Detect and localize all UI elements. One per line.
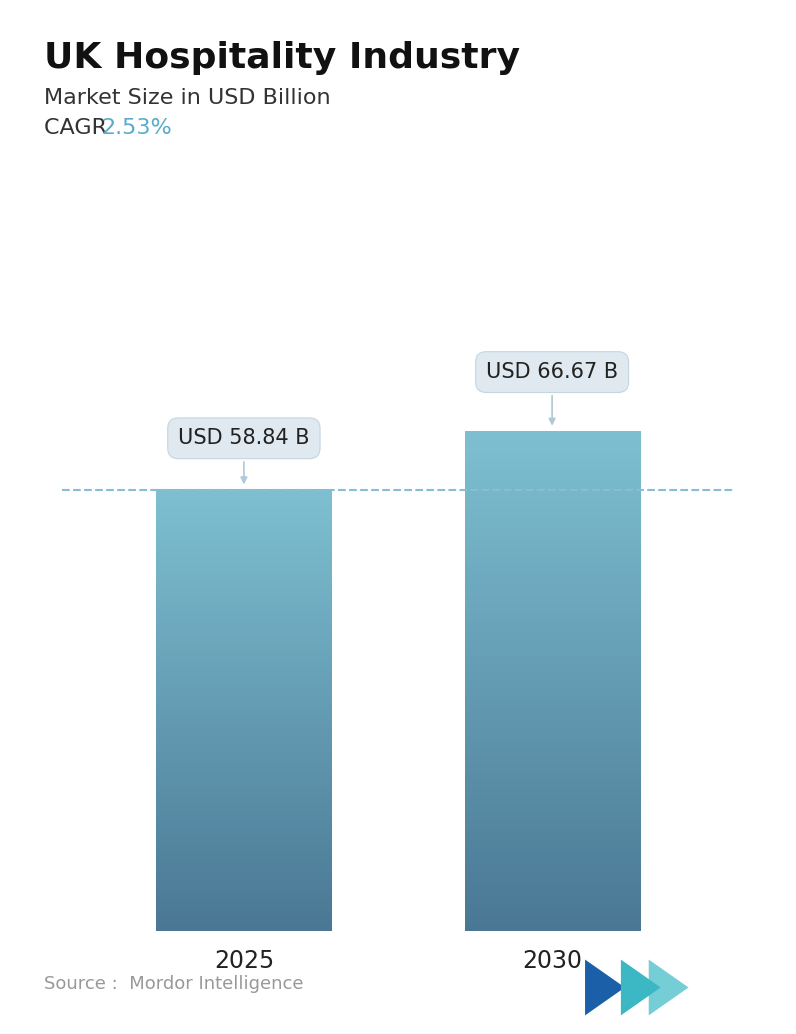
Text: USD 66.67 B: USD 66.67 B xyxy=(486,362,618,424)
Text: 2.53%: 2.53% xyxy=(101,118,172,138)
Text: USD 58.84 B: USD 58.84 B xyxy=(178,428,310,483)
Polygon shape xyxy=(585,960,625,1015)
Text: Source :  Mordor Intelligence: Source : Mordor Intelligence xyxy=(44,975,303,993)
Polygon shape xyxy=(621,960,661,1015)
Polygon shape xyxy=(649,960,689,1015)
Text: Market Size in USD Billion: Market Size in USD Billion xyxy=(44,88,330,108)
Text: CAGR: CAGR xyxy=(44,118,114,138)
Text: UK Hospitality Industry: UK Hospitality Industry xyxy=(44,41,520,75)
